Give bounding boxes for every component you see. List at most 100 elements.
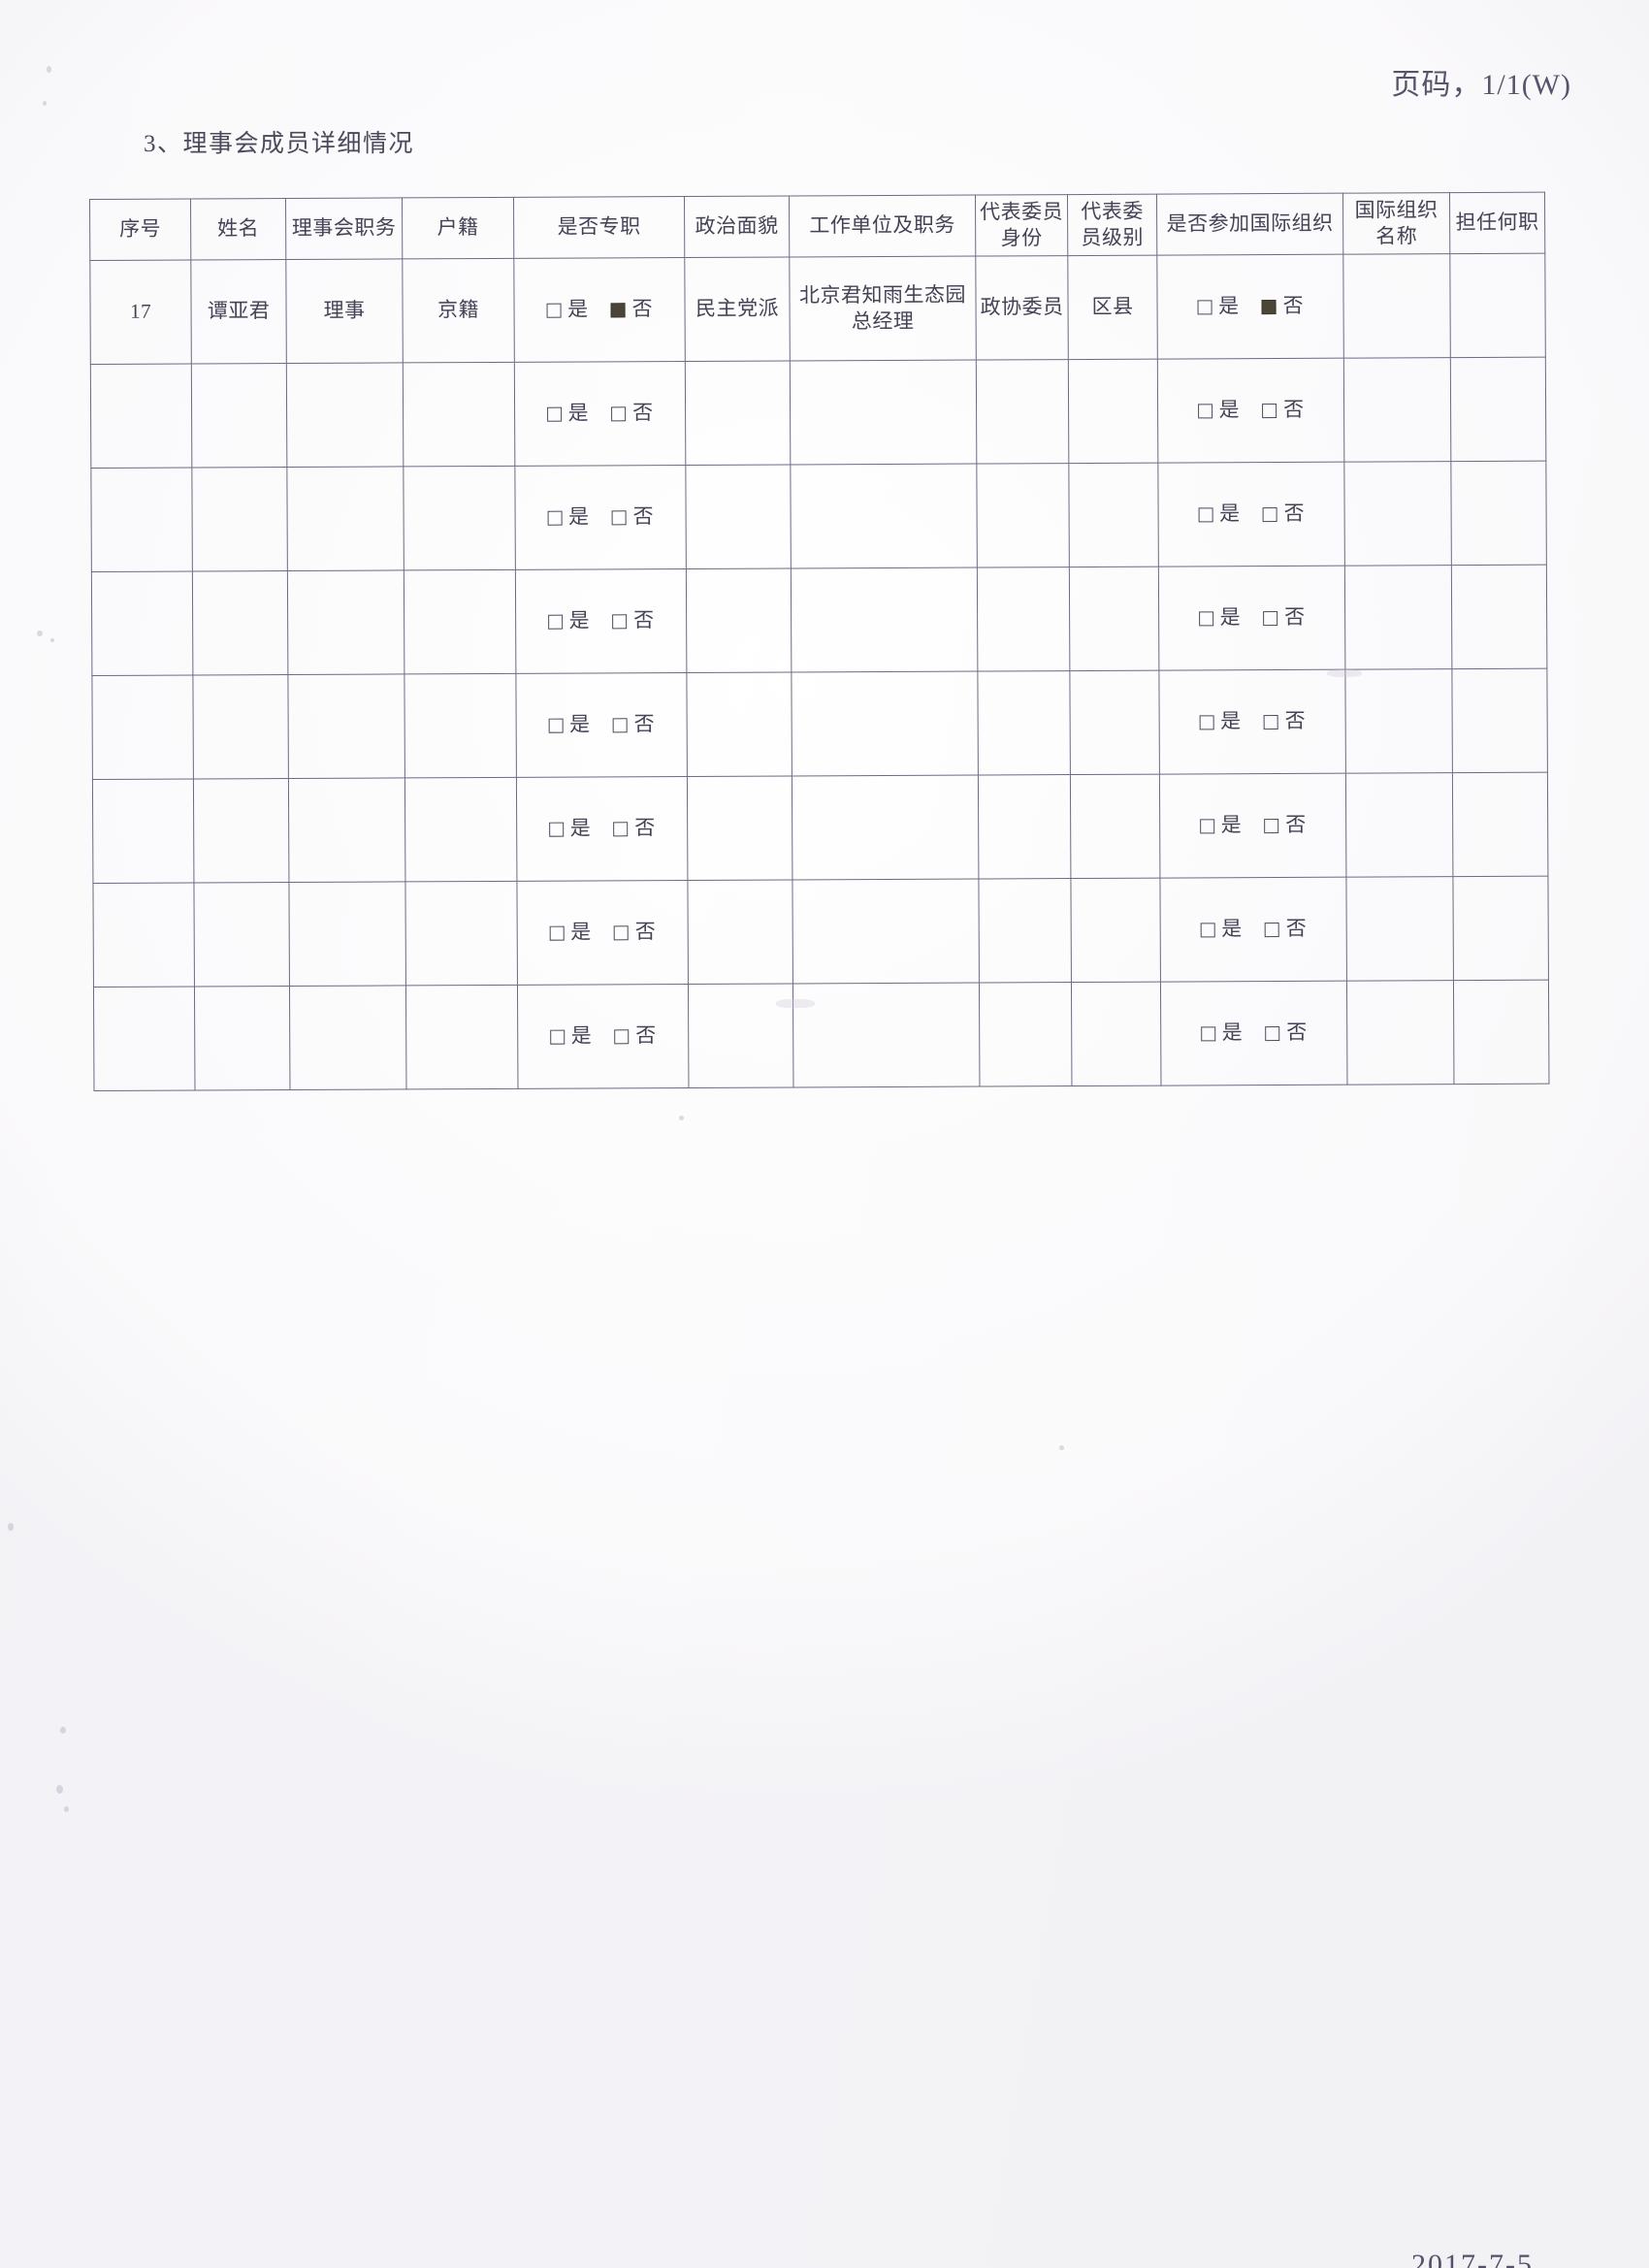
cell-intl-org-name[interactable] <box>1344 565 1452 670</box>
cell-index[interactable] <box>91 570 193 676</box>
checkbox-no-box-icon[interactable] <box>610 303 626 318</box>
cell-intl-org[interactable]: 是否 <box>1157 462 1345 567</box>
checkbox-yes-box-icon[interactable] <box>1200 923 1215 938</box>
checkbox-yes[interactable]: 是 <box>548 711 591 738</box>
checkbox-yes-box-icon[interactable] <box>548 718 564 733</box>
cell-residency[interactable] <box>403 362 515 467</box>
cell-full-time[interactable]: 是否 <box>515 568 687 674</box>
cell-deputy-level[interactable] <box>1069 567 1159 671</box>
checkbox-yes[interactable]: 是 <box>547 503 590 531</box>
cell-work-unit[interactable] <box>791 671 979 776</box>
cell-name[interactable]: 谭亚君 <box>190 259 287 364</box>
cell-full-time[interactable]: 是否 <box>514 361 686 467</box>
cell-deputy-level[interactable]: 区县 <box>1067 255 1158 360</box>
cell-intl-org-post[interactable] <box>1452 876 1549 981</box>
checkbox-no-box-icon[interactable] <box>611 406 627 422</box>
cell-residency[interactable] <box>403 466 516 570</box>
cell-board-post[interactable] <box>286 362 404 468</box>
cell-name[interactable] <box>191 467 288 571</box>
cell-residency[interactable] <box>404 673 517 778</box>
cell-intl-org-name[interactable] <box>1342 253 1451 359</box>
cell-deputy-identity[interactable] <box>979 982 1072 1087</box>
cell-index[interactable]: 17 <box>89 259 192 365</box>
cell-work-unit[interactable] <box>790 360 977 465</box>
cell-deputy-identity[interactable] <box>978 878 1072 984</box>
cell-name[interactable] <box>192 674 289 779</box>
checkbox-yes-box-icon[interactable] <box>1200 1026 1215 1042</box>
cell-index[interactable] <box>90 363 192 469</box>
checkbox-no-box-icon[interactable] <box>613 822 629 837</box>
checkbox-yes[interactable]: 是 <box>1200 1020 1244 1047</box>
cell-deputy-identity[interactable] <box>977 567 1070 672</box>
cell-name[interactable] <box>193 778 289 883</box>
checkbox-yes-box-icon[interactable] <box>547 614 563 630</box>
checkbox-no-box-icon[interactable] <box>612 718 628 733</box>
cell-deputy-identity[interactable] <box>977 670 1071 776</box>
checkbox-yes-box-icon[interactable] <box>546 303 562 318</box>
checkbox-no[interactable]: 否 <box>610 296 653 323</box>
checkbox-no-box-icon[interactable] <box>1263 610 1278 627</box>
cell-intl-org-post[interactable] <box>1451 565 1547 669</box>
cell-political-status[interactable] <box>685 360 791 466</box>
cell-intl-org[interactable]: 是否 <box>1158 566 1345 671</box>
cell-deputy-level[interactable] <box>1068 463 1159 567</box>
cell-board-post[interactable] <box>286 466 404 571</box>
checkbox-yes-box-icon[interactable] <box>1199 819 1214 834</box>
cell-intl-org-post[interactable] <box>1451 668 1548 773</box>
checkbox-no-box-icon[interactable] <box>611 510 627 526</box>
cell-work-unit[interactable] <box>792 879 980 984</box>
checkbox-no[interactable]: 否 <box>611 503 655 531</box>
checkbox-yes[interactable]: 是 <box>548 815 592 842</box>
cell-work-unit[interactable] <box>792 983 980 1087</box>
cell-board-post[interactable] <box>287 673 405 779</box>
cell-deputy-level[interactable] <box>1071 982 1161 1086</box>
cell-index[interactable] <box>90 467 193 572</box>
cell-residency[interactable]: 京籍 <box>402 258 515 363</box>
checkbox-yes[interactable]: 是 <box>546 296 589 323</box>
checkbox-yes-box-icon[interactable] <box>1198 507 1213 523</box>
checkbox-yes-box-icon[interactable] <box>1197 404 1212 419</box>
cell-full-time[interactable]: 是否 <box>516 776 688 882</box>
cell-full-time[interactable]: 是否 <box>517 984 689 1089</box>
cell-intl-org-post[interactable] <box>1450 357 1546 462</box>
cell-political-status[interactable] <box>688 983 793 1088</box>
checkbox-no[interactable]: 否 <box>613 919 657 946</box>
cell-board-post[interactable] <box>288 881 406 987</box>
checkbox-no[interactable]: 否 <box>1262 397 1305 424</box>
cell-name[interactable] <box>193 882 290 987</box>
cell-residency[interactable] <box>404 881 518 986</box>
cell-full-time[interactable]: 是否 <box>513 257 686 363</box>
cell-political-status[interactable]: 民主党派 <box>684 256 791 362</box>
checkbox-yes[interactable]: 是 <box>1199 812 1243 839</box>
checkbox-no[interactable]: 否 <box>612 607 655 634</box>
cell-deputy-level[interactable] <box>1068 359 1158 464</box>
checkbox-yes[interactable]: 是 <box>1200 916 1243 943</box>
checkbox-no[interactable]: 否 <box>611 400 654 427</box>
checkbox-yes[interactable]: 是 <box>1198 501 1241 528</box>
cell-intl-org-name[interactable] <box>1345 772 1453 878</box>
checkbox-yes[interactable]: 是 <box>1197 397 1241 424</box>
checkbox-no-box-icon[interactable] <box>1263 714 1278 730</box>
checkbox-no[interactable]: 否 <box>614 1022 657 1050</box>
cell-residency[interactable] <box>404 569 516 674</box>
checkbox-yes[interactable]: 是 <box>549 919 592 946</box>
cell-political-status[interactable] <box>685 464 792 569</box>
cell-intl-org[interactable]: 是否 <box>1156 254 1344 360</box>
cell-political-status[interactable] <box>686 567 792 673</box>
cell-intl-org-name[interactable] <box>1346 980 1454 1085</box>
cell-full-time[interactable]: 是否 <box>515 672 688 778</box>
checkbox-no-box-icon[interactable] <box>1264 818 1279 834</box>
cell-board-post[interactable] <box>287 569 404 675</box>
checkbox-yes[interactable]: 是 <box>547 607 591 634</box>
checkbox-no-box-icon[interactable] <box>613 925 629 941</box>
checkbox-no[interactable]: 否 <box>1263 604 1306 632</box>
cell-political-status[interactable] <box>687 775 792 881</box>
checkbox-yes-box-icon[interactable] <box>548 822 564 837</box>
checkbox-no-box-icon[interactable] <box>1262 506 1277 523</box>
cell-board-post[interactable]: 理事 <box>285 258 404 364</box>
cell-political-status[interactable] <box>687 879 793 985</box>
checkbox-yes[interactable]: 是 <box>1198 604 1242 632</box>
cell-intl-org-name[interactable] <box>1343 461 1452 567</box>
checkbox-no[interactable]: 否 <box>1263 708 1307 735</box>
cell-work-unit[interactable] <box>792 775 979 880</box>
